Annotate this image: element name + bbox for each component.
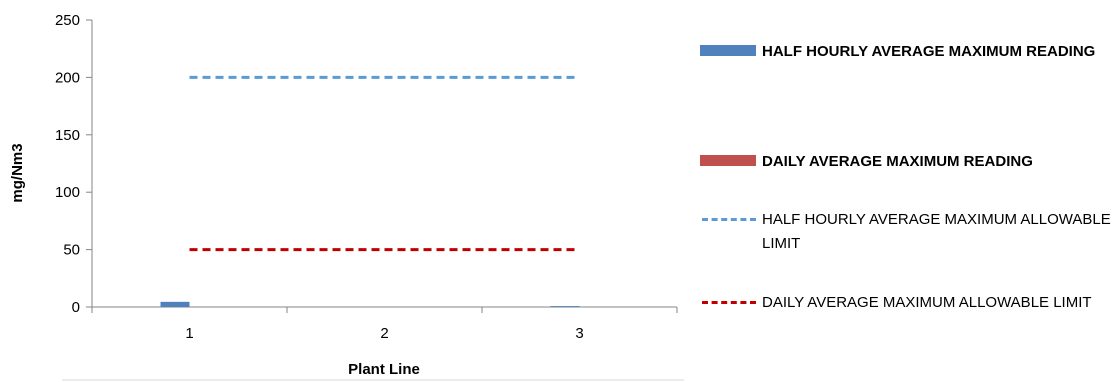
- x-tick-label: 3: [575, 325, 583, 342]
- legend-label: DAILY AVERAGE MAXIMUM ALLOWABLE LIMIT: [762, 294, 1092, 311]
- bar: [550, 306, 580, 307]
- limit-lines: [189, 75, 580, 252]
- x-axis-ticks: 1 2 3: [91, 307, 678, 342]
- y-tick-label: 100: [55, 184, 80, 201]
- legend-item-half-hourly-limit: HALF HOURLY AVERAGE MAXIMUM ALLOWABLE LI…: [700, 208, 1118, 256]
- bar: [160, 301, 190, 307]
- x-tick-label: 2: [380, 325, 388, 342]
- legend-swatch-red-dashed: [700, 291, 756, 315]
- legend-item-half-hourly-reading: HALF HOURLY AVERAGE MAXIMUM READING: [700, 40, 1118, 64]
- y-tick-label: 200: [55, 69, 80, 86]
- y-tick-label: 250: [55, 12, 80, 29]
- x-axis-title: Plant Line: [348, 361, 420, 378]
- x-tick-label: 1: [185, 325, 193, 342]
- legend-label: DAILY AVERAGE MAXIMUM READING: [762, 153, 1033, 170]
- legend-label: HALF HOURLY AVERAGE MAXIMUM READING: [762, 43, 1096, 60]
- bar-series: [160, 301, 580, 307]
- y-axis-title: mg/Nm3: [9, 143, 26, 202]
- legend-item-daily-limit: DAILY AVERAGE MAXIMUM ALLOWABLE LIMIT: [700, 291, 1118, 315]
- y-tick-label: 150: [55, 127, 80, 144]
- legend-swatch-blue-bar: [700, 40, 756, 64]
- y-tick-label: 50: [63, 242, 80, 259]
- legend-swatch-red-bar: [700, 150, 756, 174]
- y-axis-ticks: 0 50 100 150 200 250: [55, 12, 92, 316]
- legend-swatch-blue-dashed: [700, 208, 756, 232]
- chart-legend: HALF HOURLY AVERAGE MAXIMUM READING DAIL…: [700, 0, 1118, 382]
- chart-plot: 0 50 100 150 200 250 1 2 3 mg/Nm3 Plant Line: [9, 12, 684, 381]
- legend-item-daily-reading: DAILY AVERAGE MAXIMUM READING: [700, 150, 1118, 174]
- y-tick-label: 0: [72, 299, 80, 316]
- legend-label: HALF HOURLY AVERAGE MAXIMUM ALLOWABLE LI…: [762, 211, 1111, 252]
